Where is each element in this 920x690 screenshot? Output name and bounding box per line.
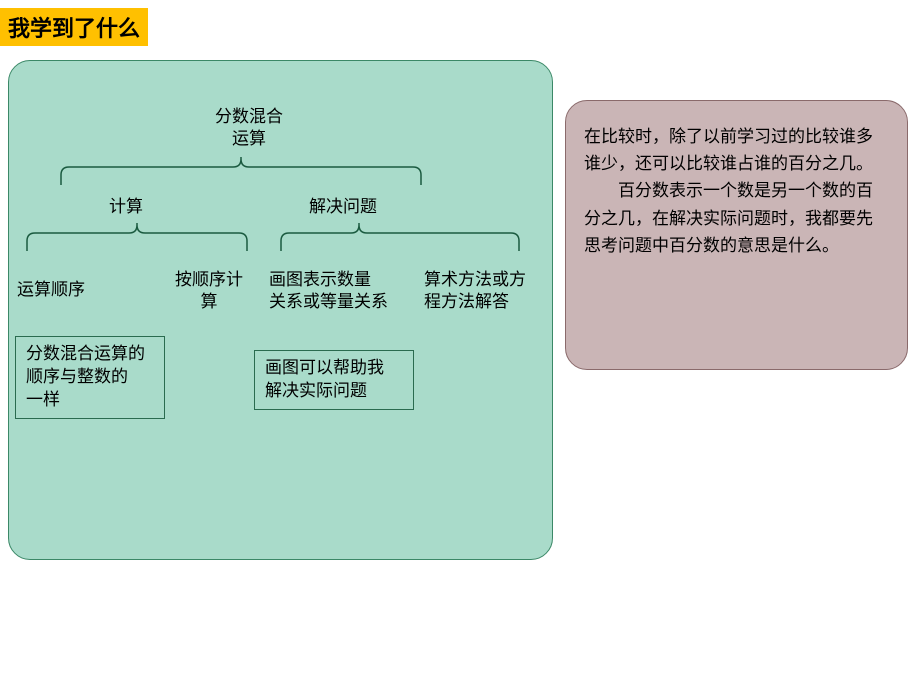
leaf-draw: 画图表示数量 关系或等量关系 bbox=[269, 269, 409, 313]
leaf-seq-l2: 算 bbox=[201, 292, 218, 311]
leaf-method: 算术方法或方 程方法解答 bbox=[424, 269, 544, 313]
root-node: 分数混合 运算 bbox=[204, 106, 294, 150]
notes-p2: 百分数表示一个数是另一个数的百分之几，在解决实际问题时，我都要先思考问题中百分数… bbox=[584, 177, 889, 259]
diagram-panel: 分数混合 运算 计算 解决问题 运算顺序 按顺序计 算 画图表示数量 关系或等量… bbox=[8, 60, 553, 560]
box-right: 画图可以帮助我 解决实际问题 bbox=[254, 350, 414, 410]
box-right-l1: 画图可以帮助我 bbox=[265, 358, 384, 377]
leaf-seq-l1: 按顺序计 bbox=[175, 270, 243, 289]
leaf-method-l1: 算术方法或方 bbox=[424, 270, 526, 289]
bracket-top bbox=[9, 157, 554, 191]
page-title: 我学到了什么 bbox=[0, 8, 148, 46]
bracket-br bbox=[9, 223, 554, 257]
box-right-l2: 解决实际问题 bbox=[265, 381, 367, 400]
box-left-l2: 顺序与整数的 bbox=[26, 367, 128, 386]
leaf-method-l2: 程方法解答 bbox=[424, 292, 509, 311]
node-solve: 解决问题 bbox=[309, 196, 377, 218]
node-calc: 计算 bbox=[109, 196, 143, 218]
root-line1: 分数混合 bbox=[215, 107, 283, 126]
leaf-sequence: 按顺序计 算 bbox=[164, 269, 254, 313]
notes-p1: 在比较时，除了以前学习过的比较谁多谁少，还可以比较谁占谁的百分之几。 bbox=[584, 123, 889, 177]
leaf-order: 运算顺序 bbox=[17, 279, 85, 301]
leaf-draw-l1: 画图表示数量 bbox=[269, 270, 371, 289]
notes-panel: 在比较时，除了以前学习过的比较谁多谁少，还可以比较谁占谁的百分之几。 百分数表示… bbox=[565, 100, 908, 370]
box-left: 分数混合运算的 顺序与整数的 一样 bbox=[15, 336, 165, 419]
root-line2: 运算 bbox=[232, 129, 266, 148]
box-left-l3: 一样 bbox=[26, 390, 60, 409]
box-left-l1: 分数混合运算的 bbox=[26, 344, 145, 363]
leaf-draw-l2: 关系或等量关系 bbox=[269, 292, 388, 311]
